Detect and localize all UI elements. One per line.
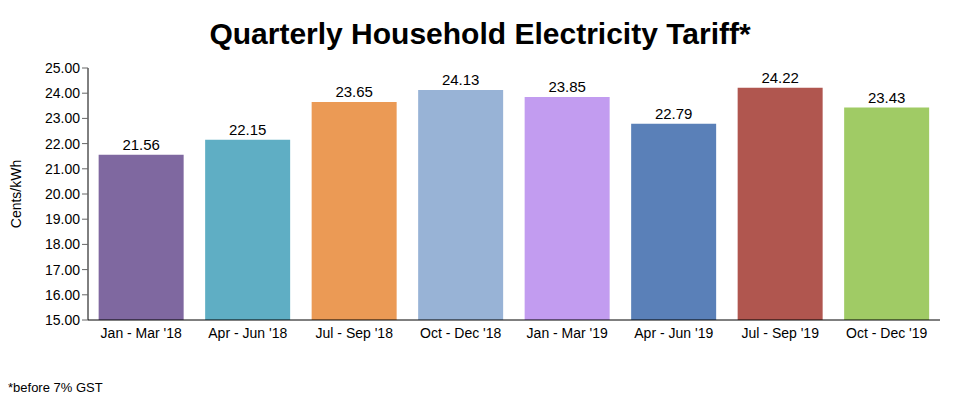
svg-text:22.00: 22.00 [45,136,80,152]
svg-text:23.85: 23.85 [548,78,586,95]
svg-text:15.00: 15.00 [45,312,80,328]
svg-text:21.56: 21.56 [122,136,160,153]
svg-text:Apr - Jun '19: Apr - Jun '19 [634,325,713,341]
svg-text:24.00: 24.00 [45,85,80,101]
svg-text:23.00: 23.00 [45,110,80,126]
svg-text:20.00: 20.00 [45,186,80,202]
svg-text:Jan - Mar '19: Jan - Mar '19 [527,325,608,341]
svg-text:19.00: 19.00 [45,211,80,227]
html-text:*before 7% GST: *before 7% GST [8,380,103,395]
svg-text:Cents/kWh: Cents/kWh [8,160,24,228]
html-text:Quarterly Household Electricit: Quarterly Household Electricity Tariff* [209,17,751,50]
svg-text:Jul - Sep '18: Jul - Sep '18 [316,325,394,341]
svg-text:17.00: 17.00 [45,262,80,278]
svg-text:21.00: 21.00 [45,161,80,177]
svg-text:22.15: 22.15 [229,121,267,138]
svg-text:Jul - Sep '19: Jul - Sep '19 [742,325,820,341]
svg-text:Jan - Mar '18: Jan - Mar '18 [101,325,182,341]
svg-text:25.00: 25.00 [45,60,80,76]
svg-text:Oct - Dec '18: Oct - Dec '18 [420,325,501,341]
svg-text:16.00: 16.00 [45,287,80,303]
svg-text:23.43: 23.43 [868,89,906,106]
svg-text:22.79: 22.79 [655,105,693,122]
svg-text:24.13: 24.13 [442,71,480,88]
svg-text:23.65: 23.65 [335,83,373,100]
svg-text:Oct - Dec '19: Oct - Dec '19 [846,325,927,341]
svg-text:24.22: 24.22 [761,69,799,86]
svg-text:18.00: 18.00 [45,236,80,252]
svg-text:Apr - Jun '18: Apr - Jun '18 [208,325,287,341]
